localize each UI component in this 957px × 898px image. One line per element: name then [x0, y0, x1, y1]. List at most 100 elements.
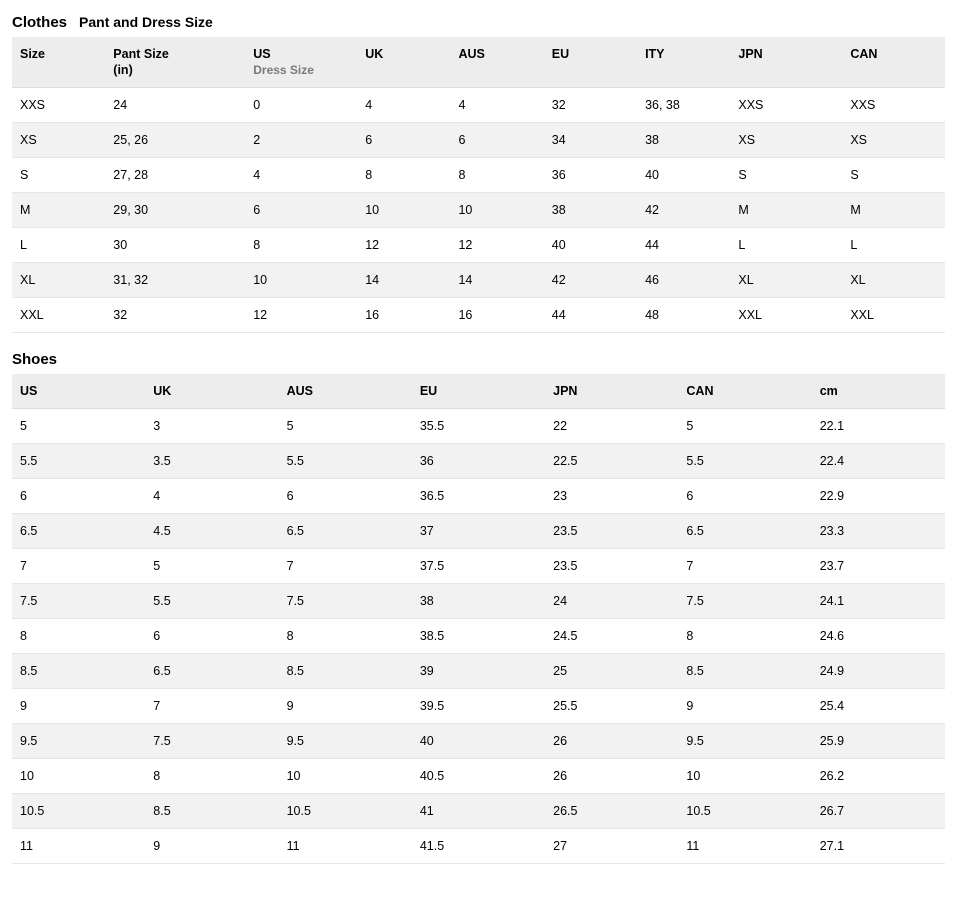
column-header: AUS	[450, 37, 543, 88]
column-header: EU	[544, 37, 637, 88]
column-header-label: Pant Size	[113, 47, 169, 61]
table-cell: 3.5	[145, 444, 278, 479]
table-cell: 10	[12, 759, 145, 794]
table-cell: XL	[12, 263, 105, 298]
table-cell: 10	[279, 759, 412, 794]
table-cell: 41.5	[412, 829, 545, 864]
table-cell: 14	[450, 263, 543, 298]
table-row: 8.56.58.539258.524.9	[12, 654, 945, 689]
table-cell: 3	[145, 409, 278, 444]
table-cell: XXL	[12, 298, 105, 333]
table-cell: XXS	[730, 88, 842, 123]
table-cell: 30	[105, 228, 245, 263]
table-cell: 7.5	[678, 584, 811, 619]
table-row: 10.58.510.54126.510.526.7	[12, 794, 945, 829]
table-cell: 9	[145, 829, 278, 864]
table-cell: S	[730, 158, 842, 193]
table-cell: 24.1	[812, 584, 945, 619]
table-row: L30812124044LL	[12, 228, 945, 263]
table-cell: 35.5	[412, 409, 545, 444]
table-cell: 31, 32	[105, 263, 245, 298]
table-cell: 32	[544, 88, 637, 123]
table-cell: 22.4	[812, 444, 945, 479]
table-cell: 6	[450, 123, 543, 158]
table-cell: XS	[842, 123, 945, 158]
column-header: JPN	[730, 37, 842, 88]
table-cell: 36, 38	[637, 88, 730, 123]
table-cell: L	[730, 228, 842, 263]
table-cell: 5	[678, 409, 811, 444]
table-cell: 7.5	[145, 724, 278, 759]
column-header-label: UK	[365, 47, 383, 61]
table-cell: 38	[637, 123, 730, 158]
table-cell: 7	[279, 549, 412, 584]
table-row: 53535.522522.1	[12, 409, 945, 444]
table-cell: 11	[12, 829, 145, 864]
table-row: 7.55.57.538247.524.1	[12, 584, 945, 619]
table-cell: 9.5	[678, 724, 811, 759]
table-cell: S	[842, 158, 945, 193]
column-header-sub: (in)	[113, 63, 237, 77]
table-cell: 38	[412, 584, 545, 619]
table-cell: 9	[279, 689, 412, 724]
table-cell: 12	[450, 228, 543, 263]
table-cell: 8	[245, 228, 357, 263]
table-cell: 9	[12, 689, 145, 724]
table-cell: 4	[145, 479, 278, 514]
column-header: Size	[12, 37, 105, 88]
table-cell: 6.5	[12, 514, 145, 549]
table-cell: 22.9	[812, 479, 945, 514]
table-cell: XXS	[12, 88, 105, 123]
table-cell: 8	[12, 619, 145, 654]
table-cell: 24.5	[545, 619, 678, 654]
table-cell: 32	[105, 298, 245, 333]
table-cell: 42	[544, 263, 637, 298]
table-cell: 41	[412, 794, 545, 829]
shoes-size-table: USUKAUSEUJPNCANcm 53535.522522.15.53.55.…	[12, 374, 945, 864]
table-cell: 6	[245, 193, 357, 228]
table-cell: 0	[245, 88, 357, 123]
table-cell: 23	[545, 479, 678, 514]
table-cell: 22.1	[812, 409, 945, 444]
table-cell: 23.5	[545, 549, 678, 584]
table-cell: 10	[678, 759, 811, 794]
table-cell: 25.5	[545, 689, 678, 724]
column-header-label: CAN	[850, 47, 877, 61]
table-cell: 16	[450, 298, 543, 333]
table-row: XXS240443236, 38XXSXXS	[12, 88, 945, 123]
table-cell: 40.5	[412, 759, 545, 794]
table-row: 5.53.55.53622.55.522.4	[12, 444, 945, 479]
table-cell: 29, 30	[105, 193, 245, 228]
table-cell: 5.5	[678, 444, 811, 479]
table-cell: XS	[730, 123, 842, 158]
column-header-label: EU	[552, 47, 569, 61]
table-cell: 24.6	[812, 619, 945, 654]
table-header-row: USUKAUSEUJPNCANcm	[12, 374, 945, 409]
column-header-label: AUS	[458, 47, 484, 61]
table-cell: 40	[544, 228, 637, 263]
column-header: US	[12, 374, 145, 409]
table-row: 9.57.59.540269.525.9	[12, 724, 945, 759]
table-cell: 9.5	[12, 724, 145, 759]
table-cell: L	[842, 228, 945, 263]
table-cell: 10.5	[279, 794, 412, 829]
table-cell: 27.1	[812, 829, 945, 864]
column-header: UK	[357, 37, 450, 88]
table-cell: L	[12, 228, 105, 263]
table-cell: 5	[279, 409, 412, 444]
table-cell: 7	[12, 549, 145, 584]
clothes-heading: Clothes Pant and Dress Size	[12, 14, 945, 31]
table-cell: 16	[357, 298, 450, 333]
table-cell: 38	[544, 193, 637, 228]
table-cell: 4	[450, 88, 543, 123]
table-cell: 6.5	[678, 514, 811, 549]
table-cell: 14	[357, 263, 450, 298]
table-cell: 26.5	[545, 794, 678, 829]
table-cell: 9.5	[279, 724, 412, 759]
table-cell: 8	[145, 759, 278, 794]
table-cell: 23.7	[812, 549, 945, 584]
table-cell: S	[12, 158, 105, 193]
table-cell: 10	[450, 193, 543, 228]
table-cell: 9	[678, 689, 811, 724]
clothes-heading-secondary: Pant and Dress Size	[79, 14, 213, 30]
